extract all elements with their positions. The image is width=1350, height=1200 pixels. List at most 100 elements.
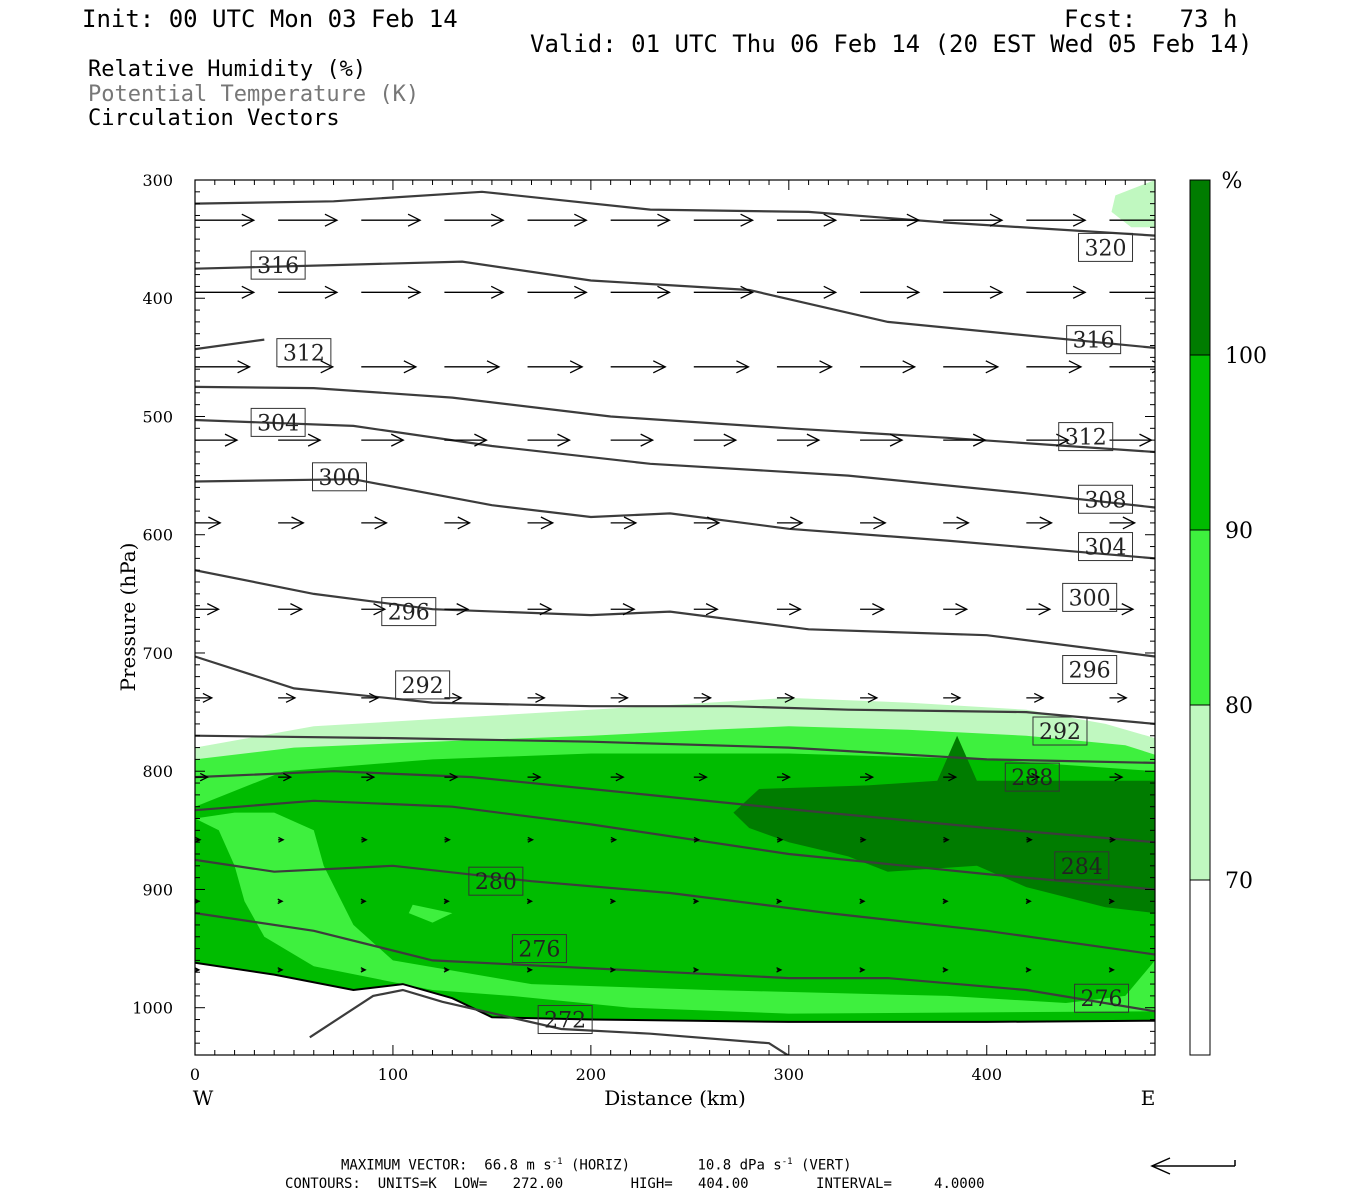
contour-label-276: 276	[518, 938, 560, 963]
rh-shading	[195, 180, 1155, 1055]
vector-head	[942, 898, 949, 905]
vector-head	[208, 516, 222, 530]
max-vector-line: MAXIMUM VECTOR: 66.8 m s-1 (HORIZ) 10.8 …	[341, 1157, 852, 1174]
contour-label-box	[511, 934, 567, 964]
x-tick-label: 100	[378, 1065, 409, 1084]
vector-head	[526, 898, 533, 905]
contour-label-box	[1058, 422, 1114, 452]
colorbar-segment	[1189, 529, 1211, 706]
field-theta: Potential Temperature (K)	[88, 82, 420, 107]
vector-head	[474, 433, 488, 447]
vector-head	[864, 772, 875, 782]
vector-head	[736, 360, 750, 374]
contour-label-box	[537, 1005, 593, 1035]
below-ground	[195, 962, 1155, 1055]
vector-head	[1056, 433, 1070, 447]
vector-head	[527, 836, 535, 843]
contour-label-320: 320	[1085, 236, 1127, 261]
vector-head	[360, 967, 367, 973]
contour-label-300: 300	[318, 466, 360, 491]
colorbar-label: 70	[1225, 869, 1253, 894]
contour-label-316: 316	[257, 254, 299, 279]
theta-contour-272	[309, 988, 790, 1055]
vector-head	[948, 772, 958, 782]
vector-head	[693, 898, 700, 905]
vector-head	[569, 360, 584, 374]
y-axis-title: Pressure (hPa)	[116, 543, 140, 692]
vector-head	[819, 360, 833, 374]
theta-contour-312	[195, 385, 1155, 454]
vector-head	[452, 692, 463, 703]
theta-contour-316	[195, 260, 1155, 349]
contour-label-box	[1078, 484, 1134, 514]
contour-label-312: 312	[1065, 426, 1107, 451]
contour-label-box	[1062, 582, 1118, 612]
contour-label-288: 288	[1011, 766, 1053, 791]
x-tick-label: 200	[576, 1065, 607, 1084]
vector-head	[860, 836, 867, 843]
vector-head	[443, 898, 450, 905]
contour-label-272: 272	[544, 1009, 586, 1034]
vector-head	[241, 213, 256, 227]
theta-contour-308	[195, 418, 1155, 509]
contour-label-284: 284	[1061, 855, 1103, 880]
rh-top-corner	[1111, 180, 1155, 228]
vector-head	[366, 772, 376, 782]
vector-head	[872, 603, 886, 616]
y-tick-label: 800	[142, 762, 173, 781]
colorbar-label: 80	[1225, 694, 1253, 719]
vector-head	[615, 772, 625, 782]
theta-contours	[195, 190, 1155, 1055]
y-tick-label: 600	[142, 526, 173, 545]
vector-head	[609, 898, 617, 905]
y-tick-label: 400	[142, 289, 173, 308]
axes: 300 400 500 600 700 800 900 1000 0 100 200 300 400 Di…	[116, 171, 1155, 1110]
vector-head	[1039, 516, 1053, 530]
vector-head	[195, 836, 202, 843]
vector-head	[1068, 360, 1083, 374]
vector-head	[202, 692, 214, 703]
vector-head	[859, 967, 866, 973]
vector-head	[740, 285, 755, 299]
contour-label-304: 304	[1085, 536, 1127, 561]
vector-head	[486, 360, 501, 374]
vector-head	[1108, 967, 1115, 973]
vector-head	[361, 836, 368, 843]
x-tick-label: 400	[971, 1065, 1002, 1084]
east-label: E	[1141, 1086, 1156, 1110]
vector-head	[698, 772, 708, 782]
vector-head	[701, 692, 713, 703]
rh-pocket-small	[408, 904, 453, 923]
vector-head	[285, 692, 297, 703]
contours-info: CONTOURS: UNITS=K LOW= 272.00 HIGH= 404.…	[285, 1176, 985, 1192]
vector-head	[1025, 967, 1032, 973]
vector-head	[859, 898, 866, 905]
vector-head	[806, 433, 821, 447]
vector-head	[618, 692, 629, 703]
vector-head	[526, 967, 533, 973]
theta-contour-320	[195, 190, 1155, 237]
vector-head	[1117, 692, 1128, 703]
vector-head	[283, 772, 293, 782]
vector-head	[693, 967, 700, 973]
vector-head	[950, 692, 962, 703]
vector-head	[706, 516, 721, 530]
vector-head	[449, 772, 459, 782]
theta-contour-280	[195, 858, 1155, 956]
forecast-hour: Fcst: 73 h	[1064, 5, 1238, 33]
vector-head	[241, 285, 256, 299]
vector-head	[1025, 898, 1032, 905]
vector-head	[457, 516, 472, 530]
rh-pocket-80-90	[195, 812, 1155, 1014]
vector-head	[195, 967, 201, 973]
contour-label-box	[381, 597, 437, 627]
vector-head	[955, 603, 969, 616]
vector-head	[652, 360, 667, 374]
x-axis-title: Distance (km)	[604, 1086, 746, 1110]
vector-head	[1122, 516, 1137, 530]
vector-head	[609, 967, 617, 973]
contour-label-296: 296	[1069, 659, 1111, 684]
contour-label-box	[1066, 325, 1122, 355]
vector-head	[640, 433, 655, 447]
